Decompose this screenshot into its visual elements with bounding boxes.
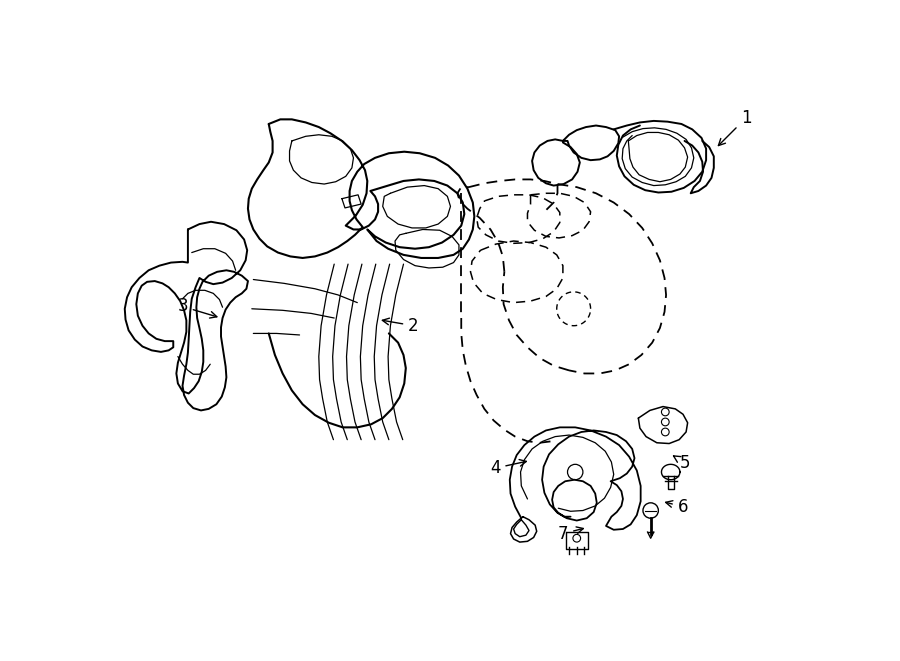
Text: 2: 2 — [382, 317, 418, 334]
Text: 7: 7 — [558, 525, 583, 543]
Text: 5: 5 — [673, 454, 689, 472]
Text: 4: 4 — [490, 459, 526, 477]
Text: 3: 3 — [177, 297, 217, 318]
Text: 1: 1 — [718, 109, 752, 145]
Text: 6: 6 — [666, 498, 688, 516]
